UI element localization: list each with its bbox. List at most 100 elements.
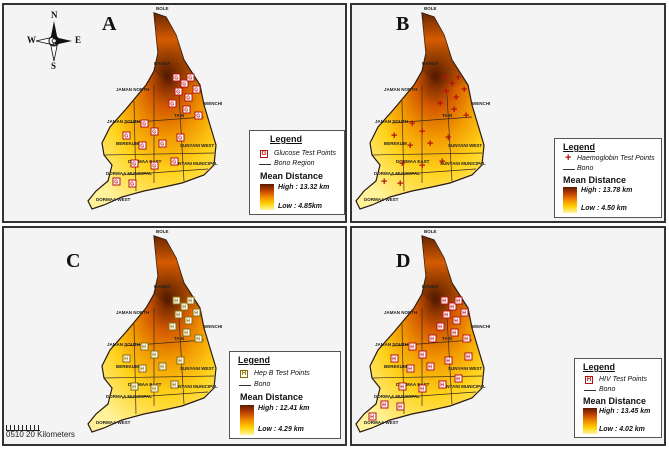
district-label: JAMAN SOUTH xyxy=(107,119,140,124)
legend-mean: Mean Distance xyxy=(583,396,647,406)
district-label: SUNYANI MUNICIPAL xyxy=(172,161,218,166)
legend-region: Bono xyxy=(577,165,594,172)
svg-text:H: H xyxy=(172,383,176,389)
test-point-icon xyxy=(436,322,445,331)
map-a: BOLE BANDA JAMAN NORTH TAIN WENCHI JAMAN SOUT… xyxy=(87,6,222,210)
svg-text:H: H xyxy=(186,319,190,325)
test-point-icon xyxy=(174,87,183,96)
svg-text:H: H xyxy=(410,345,414,351)
svg-text:H: H xyxy=(140,367,144,373)
district-label: TAIN xyxy=(442,336,452,341)
legend-mean: Mean Distance xyxy=(563,175,627,185)
district-label: WENCHI xyxy=(472,324,490,329)
test-point-icon xyxy=(408,342,417,351)
district-label: DORMAA EAST xyxy=(128,159,162,164)
test-point-icon xyxy=(180,79,189,88)
district-label: DORMAA MUNICIPAL xyxy=(106,171,152,176)
test-point-icon: + xyxy=(449,78,455,90)
district-label: BEREKUM xyxy=(384,364,407,369)
color-ramp xyxy=(583,408,597,434)
test-point-icon xyxy=(150,350,159,359)
scalebar-ticks xyxy=(6,425,40,431)
svg-text:G: G xyxy=(182,82,186,88)
glucose-point-icon: G xyxy=(260,150,268,158)
legend: Legend + Haemoglobin Test Points Bono Me… xyxy=(554,138,662,218)
map-c: BOLE BANDA JAMAN NORTH TAIN WENCHI JAMAN SOUT… xyxy=(87,229,222,433)
test-point-icon xyxy=(184,316,193,325)
svg-text:G: G xyxy=(172,160,176,166)
legend-low: Low : 4.50 km xyxy=(581,205,627,212)
svg-text:H: H xyxy=(454,319,458,325)
compass-n: N xyxy=(51,10,58,20)
test-point-icon: + xyxy=(397,178,403,190)
panel-letter: A xyxy=(102,13,117,35)
svg-text:G: G xyxy=(176,90,180,96)
district-boundary xyxy=(133,100,137,192)
northern-district xyxy=(154,236,200,312)
test-point-icon xyxy=(140,342,149,351)
test-point-icon: + xyxy=(453,92,459,104)
legend-title: Legend xyxy=(583,362,616,372)
district-label: JAMAN NORTH xyxy=(116,310,149,315)
test-point-icon xyxy=(150,127,159,136)
district-boundary xyxy=(446,94,453,182)
svg-text:G: G xyxy=(152,164,156,170)
district-label: DORMAA EAST xyxy=(396,382,430,387)
district-label: BOLE xyxy=(156,6,169,11)
district-label: WENCHI xyxy=(472,101,490,106)
svg-text:H: H xyxy=(398,405,402,411)
test-point-icon xyxy=(462,334,471,343)
svg-text:G: G xyxy=(174,76,178,82)
svg-text:G: G xyxy=(194,88,198,94)
test-point-icon xyxy=(184,93,193,102)
district-label: DORMAA MUNICIPAL xyxy=(374,171,420,176)
test-point-icon xyxy=(158,362,167,371)
test-point-icon xyxy=(172,73,181,82)
district-label: BOLE xyxy=(424,229,437,234)
compass-w: W xyxy=(27,35,36,45)
panel-a: BOLE BANDA JAMAN NORTH TAIN WENCHI JAMAN SOUT… xyxy=(2,3,347,223)
district-boundary xyxy=(371,152,483,156)
legend-points: Glucose Test Points xyxy=(274,150,336,157)
test-point-icon xyxy=(138,141,147,150)
test-point-icon: + xyxy=(391,130,397,142)
region-line-icon xyxy=(563,169,575,175)
district-label: BEREKUM xyxy=(384,141,407,146)
legend: Legend H Hep B Test Points Bono Mean Dis… xyxy=(229,351,341,439)
svg-text:H: H xyxy=(194,311,198,317)
test-point-icon xyxy=(130,159,139,168)
svg-text:G: G xyxy=(170,102,174,108)
svg-text:H: H xyxy=(392,357,396,363)
svg-text:H: H xyxy=(428,365,432,371)
test-point-icon: + xyxy=(443,86,449,98)
test-point-icon xyxy=(168,322,177,331)
district-boundary xyxy=(389,391,477,399)
district-label: DORMAA EAST xyxy=(396,159,430,164)
svg-text:H: H xyxy=(408,367,412,373)
district-boundary xyxy=(103,152,215,156)
test-point-icon: + xyxy=(463,110,469,122)
test-point-icon xyxy=(396,402,405,411)
map-d: BOLE BANDA JAMAN NORTH TAIN WENCHI JAMAN SOUT… xyxy=(355,229,490,433)
svg-text:H: H xyxy=(152,353,156,359)
svg-text:H: H xyxy=(170,325,174,331)
legend-region: Bono Region xyxy=(274,160,315,167)
hiv-point-icon: H xyxy=(585,376,593,384)
svg-text:G: G xyxy=(140,144,144,150)
svg-text:H: H xyxy=(182,305,186,311)
panel-b: BOLE BANDA JAMAN NORTH TAIN WENCHI JAMAN SOUT… xyxy=(350,3,666,223)
test-point-icon xyxy=(150,161,159,170)
test-point-icon xyxy=(192,85,201,94)
test-point-icon xyxy=(450,328,459,337)
svg-text:H: H xyxy=(462,311,466,317)
svg-text:H: H xyxy=(178,359,182,365)
panel-letter: B xyxy=(396,13,410,35)
test-point-icon: + xyxy=(439,156,445,168)
legend-points: Haemoglobin Test Points xyxy=(577,155,655,162)
district-boundary xyxy=(401,323,405,415)
svg-text:G: G xyxy=(114,180,118,186)
test-point-icon xyxy=(140,119,149,128)
test-point-icon xyxy=(194,334,203,343)
district-label: BANDA xyxy=(154,284,171,289)
test-point-icon xyxy=(186,73,195,82)
